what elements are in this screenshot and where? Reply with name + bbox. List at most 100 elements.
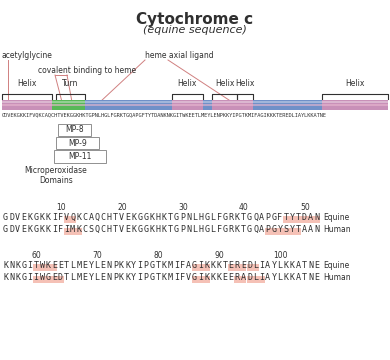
Text: K: K — [235, 213, 240, 222]
Text: K: K — [46, 213, 51, 222]
Text: Microperoxidase
Domains: Microperoxidase Domains — [25, 166, 87, 185]
Text: P: P — [180, 213, 185, 222]
Text: G: G — [21, 261, 26, 270]
Text: K: K — [27, 213, 32, 222]
Text: T: T — [296, 213, 301, 222]
Bar — [51, 276, 57, 283]
Text: K: K — [125, 261, 130, 270]
Text: K: K — [161, 273, 167, 282]
Text: K: K — [216, 273, 222, 282]
Text: E: E — [229, 273, 234, 282]
Text: K: K — [3, 273, 8, 282]
Text: K: K — [216, 261, 222, 270]
Text: V: V — [119, 213, 124, 222]
Text: K: K — [27, 225, 32, 234]
Text: K: K — [210, 273, 215, 282]
Text: H: H — [156, 213, 161, 222]
Text: Y: Y — [271, 273, 277, 282]
Text: E: E — [101, 273, 106, 282]
Text: I: I — [27, 273, 32, 282]
Bar — [234, 264, 240, 270]
Text: G: G — [149, 273, 154, 282]
Text: K: K — [40, 225, 44, 234]
Text: Q: Q — [253, 213, 258, 222]
Text: G: G — [192, 273, 197, 282]
Bar — [246, 264, 253, 270]
Text: L: L — [253, 273, 258, 282]
Bar — [2, 104, 388, 106]
Bar — [314, 216, 320, 222]
Text: P: P — [113, 273, 118, 282]
Text: T: T — [284, 213, 289, 222]
Text: T: T — [302, 273, 307, 282]
Text: E: E — [82, 273, 87, 282]
Bar — [57, 276, 64, 283]
Text: Q: Q — [94, 213, 99, 222]
Text: 40: 40 — [239, 203, 249, 212]
Text: D: D — [302, 213, 307, 222]
Text: L: L — [94, 273, 99, 282]
Text: K: K — [40, 213, 44, 222]
Text: G: G — [46, 273, 51, 282]
Text: A: A — [296, 273, 301, 282]
Text: 50: 50 — [300, 203, 310, 212]
Text: K: K — [290, 273, 295, 282]
Text: Human: Human — [323, 225, 351, 234]
Text: T: T — [34, 261, 39, 270]
Text: A: A — [302, 225, 307, 234]
Text: T: T — [156, 273, 161, 282]
Text: K: K — [76, 213, 81, 222]
Text: K: K — [204, 261, 209, 270]
Text: E: E — [101, 261, 106, 270]
Text: G: G — [223, 225, 228, 234]
Text: G: G — [3, 225, 8, 234]
Text: I: I — [198, 261, 203, 270]
Text: L: L — [70, 273, 75, 282]
Text: K: K — [15, 273, 20, 282]
Text: I: I — [198, 273, 203, 282]
Text: G: G — [21, 273, 26, 282]
Text: G: G — [192, 261, 197, 270]
Text: K: K — [76, 225, 81, 234]
Bar — [265, 228, 271, 234]
Text: Y: Y — [131, 261, 136, 270]
Text: F: F — [278, 213, 282, 222]
Text: Helix: Helix — [177, 79, 197, 88]
Bar — [204, 264, 210, 270]
Text: H: H — [107, 213, 112, 222]
Text: T: T — [223, 261, 228, 270]
Text: A: A — [308, 213, 313, 222]
Text: V: V — [15, 225, 20, 234]
Text: G: G — [174, 225, 179, 234]
Text: T: T — [241, 225, 246, 234]
Text: G: G — [247, 225, 252, 234]
Bar — [271, 228, 277, 234]
Text: D: D — [9, 225, 14, 234]
Text: K: K — [131, 213, 136, 222]
Text: heme axial ligand: heme axial ligand — [145, 51, 214, 60]
Text: L: L — [210, 225, 215, 234]
Text: E: E — [58, 261, 63, 270]
Text: E: E — [21, 213, 26, 222]
Text: T: T — [296, 225, 301, 234]
Text: K: K — [46, 261, 51, 270]
Text: E: E — [52, 273, 57, 282]
Bar — [45, 264, 51, 270]
Bar — [64, 216, 69, 222]
Text: A: A — [296, 261, 301, 270]
Text: I: I — [259, 273, 264, 282]
Text: MP-8: MP-8 — [65, 126, 84, 135]
Bar — [69, 216, 76, 222]
Text: K: K — [119, 261, 124, 270]
Text: S: S — [89, 225, 93, 234]
Bar — [238, 100, 253, 110]
Text: F: F — [216, 213, 222, 222]
Text: E: E — [82, 261, 87, 270]
Text: V: V — [186, 273, 191, 282]
Text: M: M — [168, 273, 173, 282]
Text: T: T — [168, 213, 173, 222]
Text: G: G — [149, 261, 154, 270]
Text: A: A — [265, 261, 270, 270]
Text: I: I — [174, 273, 179, 282]
Text: Q: Q — [70, 213, 75, 222]
